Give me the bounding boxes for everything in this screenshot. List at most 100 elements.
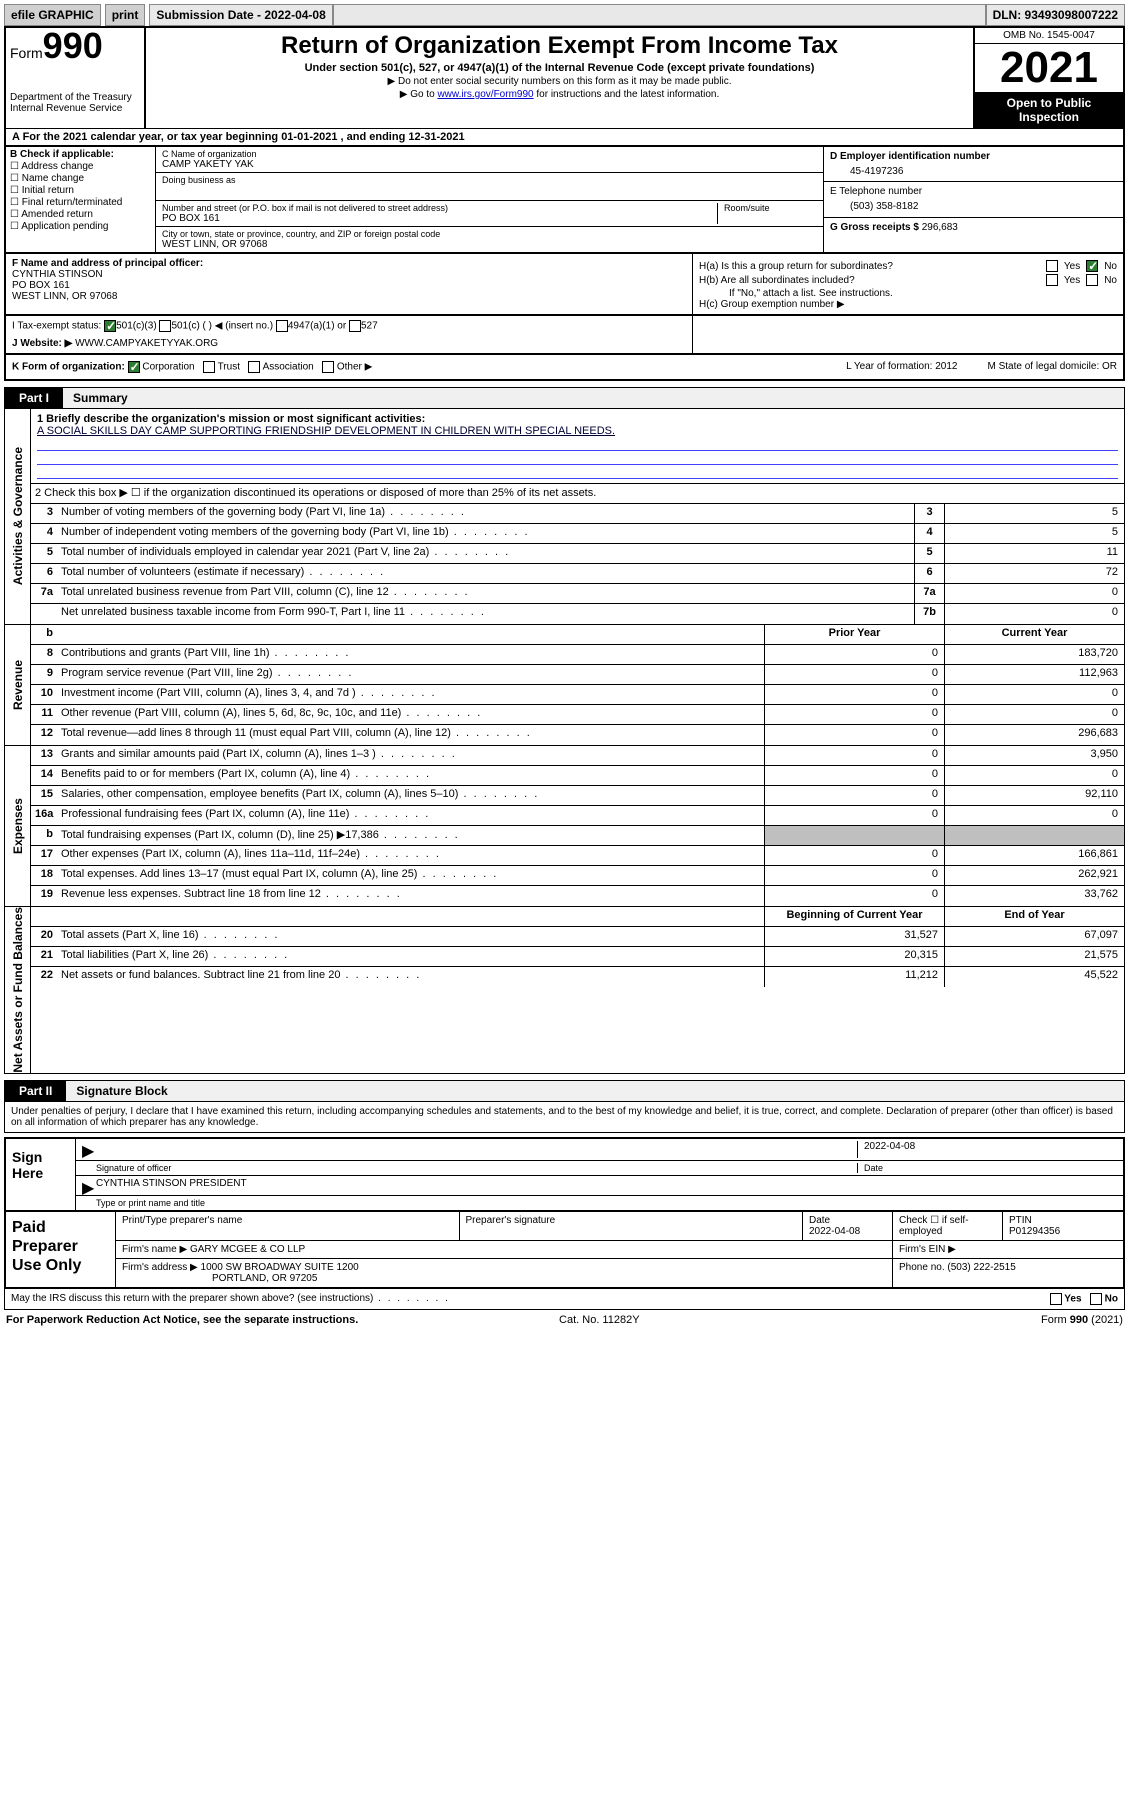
discuss-yes-checkbox[interactable]	[1050, 1293, 1062, 1305]
table-row: 17Other expenses (Part IX, column (A), l…	[31, 846, 1124, 866]
officer-name: CYNTHIA STINSON	[12, 269, 103, 280]
table-row: 8Contributions and grants (Part VIII, li…	[31, 645, 1124, 665]
ptin-label: PTIN	[1009, 1215, 1032, 1226]
org-name-label: C Name of organization	[162, 149, 817, 159]
box-b-label: B Check if applicable:	[10, 149, 114, 160]
hc-label: H(c) Group exemption number ▶	[699, 299, 1117, 310]
addr-label: Number and street (or P.O. box if mail i…	[162, 203, 717, 213]
row-b: b	[31, 625, 57, 644]
officer-group-block: F Name and address of principal officer:…	[4, 254, 1125, 316]
chk-501c[interactable]	[159, 320, 171, 332]
ha-yes-checkbox[interactable]	[1046, 260, 1058, 272]
table-row: 11Other revenue (Part VIII, column (A), …	[31, 705, 1124, 725]
chk-address-change[interactable]: ☐ Address change	[10, 161, 151, 172]
form-ref: Form 990 (2021)	[1041, 1314, 1123, 1326]
firm-addr1: 1000 SW BROADWAY SUITE 1200	[201, 1262, 359, 1273]
paid-preparer-label: Paid Preparer Use Only	[6, 1212, 116, 1287]
ptin-value: P01294356	[1009, 1226, 1060, 1237]
chk-final-return[interactable]: ☐ Final return/terminated	[10, 197, 151, 208]
form-header: Form990 Department of the Treasury Inter…	[4, 26, 1125, 128]
website-value: WWW.CAMPYAKETYYAK.ORG	[75, 338, 218, 349]
revenue-table: Revenue b Prior Year Current Year 8Contr…	[4, 625, 1125, 746]
part2-header: Part II Signature Block	[4, 1080, 1125, 1102]
form-number: Form990	[10, 30, 140, 62]
table-row: 21Total liabilities (Part X, line 26)20,…	[31, 947, 1124, 967]
hb-yes-checkbox[interactable]	[1046, 274, 1058, 286]
chk-527[interactable]	[349, 320, 361, 332]
omb-number: OMB No. 1545-0047	[975, 28, 1123, 44]
sig-officer-label: Signature of officer	[96, 1163, 857, 1173]
table-row: 5Total number of individuals employed in…	[31, 544, 1124, 564]
discuss-row: May the IRS discuss this return with the…	[4, 1289, 1125, 1310]
hb-yes-text: Yes	[1064, 275, 1080, 286]
ha-no-checkbox[interactable]	[1086, 260, 1098, 272]
netassets-table: Net Assets or Fund Balances Beginning of…	[4, 907, 1125, 1074]
form-org-row: K Form of organization: Corporation Trus…	[4, 355, 1125, 381]
prep-date-value: 2022-04-08	[809, 1226, 860, 1237]
chk-501c3[interactable]	[104, 320, 116, 332]
irs-link[interactable]: www.irs.gov/Form990	[437, 89, 533, 100]
goto-note: ▶ Go to www.irs.gov/Form990 for instruct…	[152, 89, 967, 100]
table-row: 7aTotal unrelated business revenue from …	[31, 584, 1124, 604]
firm-addr2: PORTLAND, OR 97205	[122, 1273, 317, 1284]
chk-name-change[interactable]: ☐ Name change	[10, 173, 151, 184]
open-to-public: Open to Public Inspection	[975, 92, 1123, 128]
gross-receipts-label: G Gross receipts $	[830, 222, 919, 233]
ha-label: H(a) Is this a group return for subordin…	[699, 261, 1040, 272]
gross-receipts-value: 296,683	[922, 222, 958, 233]
cat-no: Cat. No. 11282Y	[559, 1314, 640, 1326]
org-name: CAMP YAKETY YAK	[162, 159, 817, 170]
discuss-no-checkbox[interactable]	[1090, 1293, 1102, 1305]
type-name-label: Type or print name and title	[96, 1198, 205, 1208]
table-row: 12Total revenue—add lines 8 through 11 (…	[31, 725, 1124, 745]
city-label: City or town, state or province, country…	[162, 229, 817, 239]
firm-name: GARY MCGEE & CO LLP	[190, 1244, 305, 1255]
chk-initial-return[interactable]: ☐ Initial return	[10, 185, 151, 196]
table-row: 9Program service revenue (Part VIII, lin…	[31, 665, 1124, 685]
print-button[interactable]: print	[105, 4, 146, 26]
tax-status-label: I Tax-exempt status:	[12, 321, 101, 332]
arrow-icon: ▶	[82, 1141, 96, 1158]
irs-label: Internal Revenue Service	[10, 103, 140, 114]
q2-text: 2 Check this box ▶ ☐ if the organization…	[31, 484, 1124, 503]
hb-label: H(b) Are all subordinates included?	[699, 275, 1040, 286]
ha-no-text: No	[1104, 261, 1117, 272]
table-row: 4Number of independent voting members of…	[31, 524, 1124, 544]
sign-block: Sign Here ▶ 2022-04-08 Signature of offi…	[4, 1137, 1125, 1212]
col-beginning-year: Beginning of Current Year	[764, 907, 944, 926]
ein-label: D Employer identification number	[830, 151, 1117, 162]
chk-4947[interactable]	[276, 320, 288, 332]
expenses-table: Expenses 13Grants and similar amounts pa…	[4, 746, 1125, 907]
preparer-sig-label: Preparer's signature	[460, 1212, 804, 1240]
table-row: 6Total number of volunteers (estimate if…	[31, 564, 1124, 584]
chk-association[interactable]	[248, 361, 260, 373]
submission-date: Submission Date - 2022-04-08	[149, 4, 332, 26]
part1-title: Summary	[63, 391, 128, 405]
firm-phone-label: Phone no.	[899, 1262, 945, 1273]
part1-label: Part I	[5, 388, 63, 408]
side-netassets: Net Assets or Fund Balances	[11, 907, 25, 1073]
phone-label: E Telephone number	[830, 186, 1117, 197]
officer-addr2: WEST LINN, OR 97068	[12, 291, 117, 302]
hb-no-text: No	[1104, 275, 1117, 286]
chk-amended[interactable]: ☐ Amended return	[10, 209, 151, 220]
chk-application-pending[interactable]: ☐ Application pending	[10, 221, 151, 232]
firm-name-label: Firm's name ▶	[122, 1244, 187, 1255]
website-label: J Website: ▶	[12, 338, 72, 349]
opt-4947: 4947(a)(1) or	[288, 321, 346, 332]
side-expenses: Expenses	[11, 798, 25, 854]
entity-block: B Check if applicable: ☐ Address change …	[4, 145, 1125, 254]
sign-here-label: Sign Here	[6, 1139, 76, 1210]
self-employed-label: Check ☐ if self-employed	[893, 1212, 1003, 1240]
form-title: Return of Organization Exempt From Incom…	[152, 32, 967, 60]
table-row: Net unrelated business taxable income fr…	[31, 604, 1124, 624]
opt-corp: Corporation	[142, 362, 194, 373]
state-domicile: M State of legal domicile: OR	[988, 361, 1118, 373]
form-org-label: K Form of organization:	[12, 362, 125, 373]
hb-no-checkbox[interactable]	[1086, 274, 1098, 286]
paid-preparer-block: Paid Preparer Use Only Print/Type prepar…	[4, 1212, 1125, 1289]
chk-corporation[interactable]	[128, 361, 140, 373]
chk-other[interactable]	[322, 361, 334, 373]
chk-trust[interactable]	[203, 361, 215, 373]
table-row: 13Grants and similar amounts paid (Part …	[31, 746, 1124, 766]
